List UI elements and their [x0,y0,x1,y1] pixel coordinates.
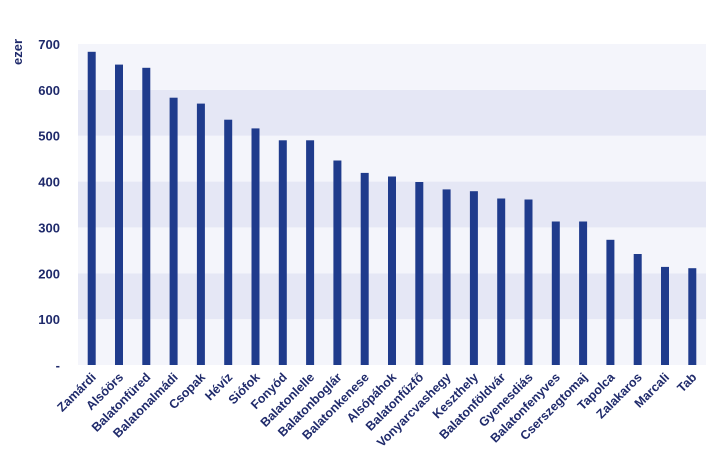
bar [251,128,260,365]
bar [442,189,451,365]
bar [633,254,642,365]
y-tick-label: 400 [38,175,60,190]
bar [278,140,287,365]
y-tick-label: 300 [38,220,60,235]
bar [196,103,205,365]
bars [87,51,697,366]
bar [606,239,615,365]
y-tick-label: - [56,358,60,373]
bar [142,67,151,366]
y-axis-ticks: - 100 200 300 400 500 600 700 [38,37,60,373]
y-tick-label: 700 [38,37,60,52]
bar [551,221,560,365]
bar [661,266,669,365]
bar [415,182,424,365]
y-axis-label: ezer [10,39,25,65]
y-tick-label: 100 [38,312,60,327]
bar [224,119,233,365]
bar [360,172,369,365]
bar [87,51,96,366]
bar [115,64,123,365]
bar [333,160,342,365]
grid-band [78,135,706,182]
x-axis-labels: ZamárdiAlsóörsBalatonfüredBalatonalmádiC… [55,369,700,449]
bar [497,198,506,365]
y-tick-label: 600 [38,83,60,98]
grid-band [78,89,706,136]
bar [524,199,533,365]
bar [579,221,588,365]
y-tick-label: 200 [38,266,60,281]
y-tick-label: 500 [38,129,60,144]
bar [688,268,697,365]
bar [469,191,478,365]
bar [169,97,178,365]
bar [388,176,396,365]
x-tick-label: Tab [674,370,699,395]
grid-band [78,44,706,90]
bar [306,140,315,365]
